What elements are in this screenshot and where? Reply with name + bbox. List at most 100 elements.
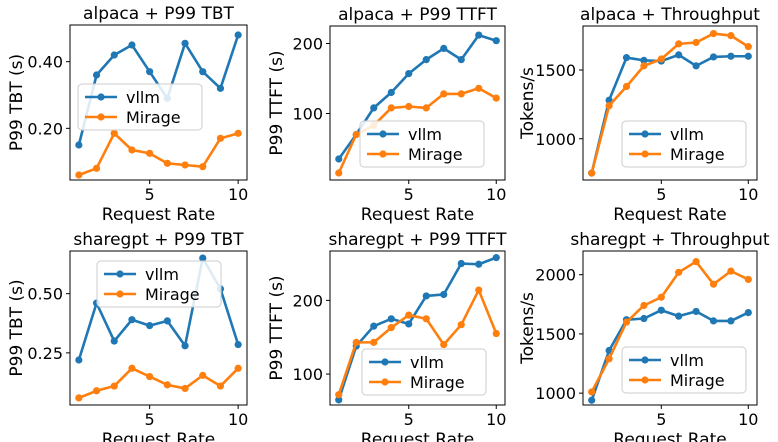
data-point-vllm [744, 309, 752, 317]
data-point-mirage [75, 171, 83, 179]
legend-marker-mirage [641, 150, 649, 158]
data-point-mirage [640, 62, 648, 70]
x-axis-label: Request Rate [102, 205, 215, 225]
x-tick-label: 10 [228, 185, 248, 204]
data-point-vllm [640, 56, 648, 64]
data-point-mirage [146, 372, 154, 381]
chart-title: alpaca + P99 TTFT [338, 5, 497, 25]
series-line-mirage [337, 288, 498, 396]
plot-frame [582, 250, 758, 406]
data-point-mirage [370, 338, 378, 346]
y-tick-label: 2000 [535, 266, 576, 285]
data-point-mirage [128, 364, 136, 372]
y-axis-label: P99 TBT (s) [7, 54, 27, 151]
x-tick-label: 5 [145, 410, 155, 429]
data-point-vllm [92, 71, 101, 79]
y-tick-label: 1000 [535, 384, 576, 403]
y-tick-label: 100 [292, 105, 323, 124]
data-point-mirage [440, 340, 448, 349]
data-point-vllm [405, 70, 413, 78]
data-point-vllm [234, 340, 242, 349]
legend-box [359, 120, 485, 168]
data-point-mirage [622, 82, 631, 91]
legend-label-vllm: vllm [670, 125, 704, 144]
data-point-vllm [75, 141, 83, 149]
data-point-vllm [622, 54, 631, 62]
y-axis-label: P99 TBT (s) [7, 279, 27, 376]
data-point-mirage [146, 149, 154, 157]
data-point-vllm [675, 51, 683, 59]
data-point-vllm [709, 53, 718, 61]
data-point-mirage [492, 329, 500, 338]
legend-marker-mirage [381, 378, 389, 386]
data-point-mirage [709, 29, 718, 38]
data-point-mirage [387, 324, 395, 332]
data-point-vllm [75, 356, 83, 364]
legend-label-mirage: Mirage [670, 371, 725, 390]
data-point-mirage [405, 102, 413, 111]
legend-label-vllm: vllm [126, 88, 160, 107]
series-line-mirage [78, 366, 240, 400]
data-point-vllm [128, 41, 136, 49]
data-point-vllm [181, 39, 189, 47]
data-point-mirage [163, 159, 171, 167]
data-point-mirage [622, 318, 631, 326]
y-tick-label: 0.25 [27, 344, 63, 363]
chart-panel-3: alpaca + Throughput 5 10 1000 1500 Request Ra… [518, 5, 760, 225]
data-point-mirage [163, 381, 171, 389]
data-point-mirage [709, 280, 718, 288]
chart-panel-5: sharegpt + P99 TTFT 5 10 100 200 Request Rate… [267, 230, 507, 442]
legend-marker-vllm [641, 130, 649, 138]
chart-title: sharegpt + P99 TTFT [328, 230, 507, 250]
data-point-vllm [370, 104, 378, 112]
series-line-vllm [590, 308, 749, 401]
y-tick-label: 0.40 [27, 53, 63, 72]
x-tick-label: 5 [404, 185, 414, 204]
data-point-vllm [335, 396, 343, 404]
data-point-mirage [216, 382, 225, 390]
data-point-vllm [475, 260, 483, 268]
legend-marker-mirage [641, 376, 649, 384]
legend-label-vllm: vllm [145, 265, 179, 284]
data-point-vllm [492, 37, 500, 45]
data-point-vllm [744, 52, 752, 60]
data-point-mirage [234, 364, 242, 372]
x-tick-label: 10 [738, 410, 758, 429]
data-point-mirage [75, 394, 83, 402]
data-point-mirage [475, 84, 483, 92]
chart-title: alpaca + Throughput [580, 5, 760, 25]
data-point-mirage [422, 104, 430, 112]
data-point-mirage [199, 371, 207, 379]
x-tick-label: 5 [656, 410, 666, 429]
y-tick-label: 0.50 [27, 285, 63, 304]
legend-marker-vllm [641, 356, 649, 364]
data-point-mirage [744, 275, 752, 284]
legend-label-mirage: Mirage [145, 285, 200, 304]
data-point-mirage [234, 129, 242, 137]
legend-label-mirage: Mirage [408, 145, 463, 164]
data-point-vllm [128, 316, 136, 324]
data-point-vllm [335, 155, 343, 163]
y-tick-label: 200 [292, 291, 323, 310]
chart-title: sharegpt + P99 TBT [73, 230, 244, 250]
data-point-vllm [199, 254, 207, 262]
chart-panel-4: sharegpt + P99 TBT 5 10 0.25 0.50 Request Rat… [7, 230, 248, 442]
data-point-mirage [727, 32, 735, 40]
chart-title: sharegpt + Throughput [570, 230, 770, 250]
x-axis-label: Request Rate [613, 205, 726, 225]
plot-frame [582, 25, 758, 181]
data-point-mirage [352, 338, 360, 346]
data-point-vllm [657, 306, 665, 314]
data-point-vllm [405, 320, 413, 328]
y-axis-label: P99 TTFT (s) [267, 50, 287, 155]
legend-marker-mirage [116, 290, 124, 298]
data-point-vllm [216, 84, 225, 92]
data-point-mirage [457, 321, 465, 329]
data-point-vllm [727, 52, 735, 60]
legend-box [77, 83, 203, 131]
data-point-mirage [335, 169, 343, 177]
data-point-mirage [352, 130, 360, 139]
